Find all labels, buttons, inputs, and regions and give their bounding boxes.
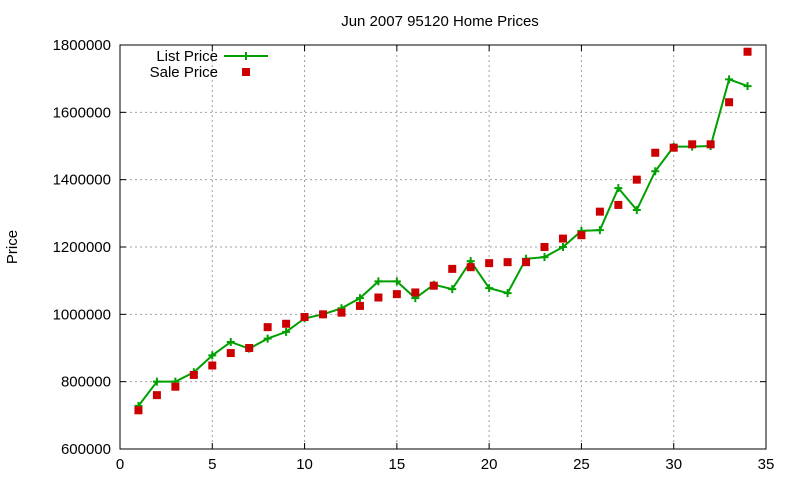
data-point: [485, 259, 494, 268]
data-point: [374, 293, 383, 302]
data-point: [540, 253, 549, 262]
data-point: [319, 310, 328, 319]
grid: [120, 45, 766, 449]
chart-title: Jun 2007 95120 Home Prices: [341, 13, 539, 30]
series-line: [137, 78, 748, 407]
x-tick-label: 35: [758, 456, 775, 473]
data-point: [725, 75, 734, 84]
x-tick-label: 5: [208, 456, 216, 473]
y-tick-label: 600000: [61, 441, 111, 458]
axes: 0 5 10 15 20 25 30 35 600000 800000 1000000 1200000…: [53, 37, 775, 473]
legend-label: List Price: [156, 48, 218, 65]
data-point: [632, 175, 641, 184]
data-point: [540, 243, 549, 251]
data-point: [171, 382, 180, 391]
data-point: [411, 288, 420, 297]
data-point: [448, 264, 457, 273]
x-tick-label: 20: [481, 456, 498, 473]
data-point: [595, 207, 604, 216]
y-tick-label: 1400000: [53, 172, 111, 189]
series-2: [134, 47, 752, 415]
data-point: [595, 226, 604, 235]
data-point: [392, 290, 401, 299]
data-point: [429, 281, 438, 290]
data-point: [688, 140, 697, 149]
x-tick-label: 0: [116, 456, 124, 473]
x-tick-label: 15: [389, 456, 406, 473]
y-tick-label: 1000000: [53, 306, 111, 323]
y-tick-label: 1800000: [53, 37, 111, 54]
data-point: [226, 337, 235, 346]
y-axis-label: Price: [4, 230, 21, 264]
x-tick-label: 30: [665, 456, 682, 473]
data-point: [743, 82, 752, 91]
data-point: [263, 334, 272, 343]
data-point: [226, 349, 235, 358]
legend-marker: [242, 52, 250, 60]
legend-label: Sale Price: [150, 64, 218, 81]
data-point: [522, 258, 531, 267]
x-tick-label: 10: [296, 456, 313, 473]
plot-frame: [119, 44, 767, 450]
data-point: [355, 301, 364, 310]
data-point: [282, 327, 291, 336]
data-point: [651, 167, 660, 176]
data-point: [392, 277, 401, 286]
data-point: [558, 243, 567, 251]
data-point: [669, 143, 678, 152]
data-point: [632, 205, 641, 214]
data-point: [355, 294, 364, 303]
data-point: [208, 361, 217, 370]
data-point: [448, 285, 457, 294]
data-point: [134, 406, 143, 415]
data-point: [614, 200, 623, 209]
data-point: [152, 377, 161, 386]
y-tick-label: 1600000: [53, 104, 111, 121]
y-tick-label: 800000: [61, 374, 111, 391]
data-point: [558, 234, 567, 243]
series-layer: [134, 47, 752, 415]
legend-marker: [242, 68, 250, 76]
data-point: [503, 258, 512, 267]
x-tick-label: 25: [573, 456, 590, 473]
data-point: [189, 370, 198, 379]
series-1: [134, 75, 752, 410]
data-point: [466, 263, 475, 272]
data-point: [706, 140, 715, 149]
data-point: [485, 284, 494, 293]
data-point: [651, 148, 660, 157]
data-point: [152, 391, 161, 400]
data-point: [614, 184, 623, 193]
data-point: [337, 308, 346, 317]
y-tick-label: 1200000: [53, 239, 111, 256]
data-point: [245, 344, 254, 352]
data-point: [725, 98, 734, 107]
data-point: [503, 289, 512, 298]
data-point: [300, 313, 309, 322]
data-point: [577, 231, 586, 240]
data-point: [374, 277, 383, 286]
data-point: [282, 319, 291, 328]
data-point: [743, 47, 752, 56]
data-point: [263, 323, 272, 332]
data-point: [208, 351, 217, 360]
